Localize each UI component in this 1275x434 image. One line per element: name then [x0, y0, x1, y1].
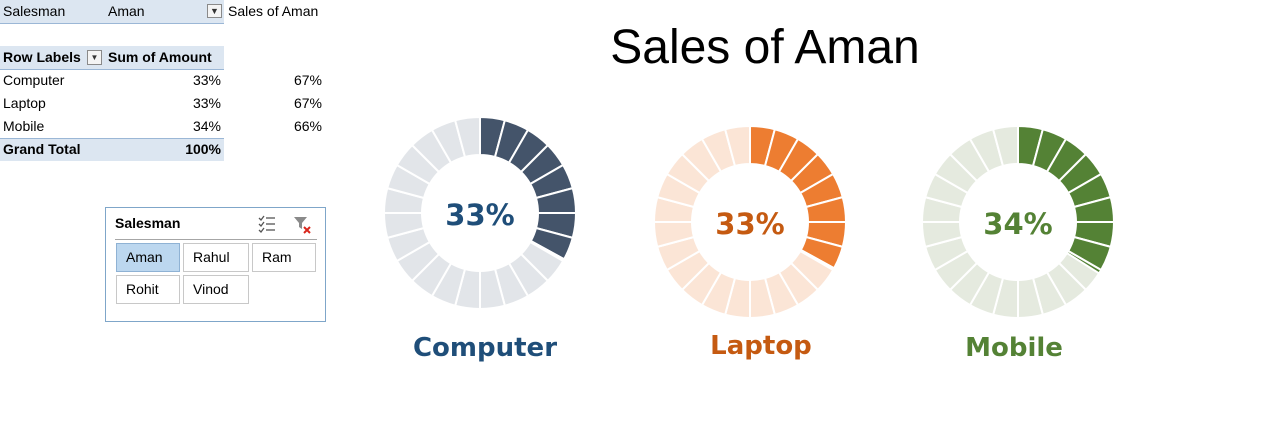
pivot-row-value: 34%: [192, 118, 221, 134]
slicer-item-vinod[interactable]: Vinod: [183, 275, 249, 304]
row-labels-dropdown-button[interactable]: ▼: [87, 50, 102, 65]
pivot-row-remainder: 66%: [293, 118, 322, 134]
multi-select-icon[interactable]: [258, 215, 276, 233]
category-label-computer: Computer: [412, 333, 558, 363]
donut-remainder-segment: [453, 115, 481, 159]
pivot-row-label: Computer: [3, 72, 65, 88]
donut-remainder-segment: [991, 124, 1019, 168]
donut-segments: [920, 124, 1116, 320]
pivot-header-band: [0, 46, 224, 70]
report-filter-dropdown-button[interactable]: ▼: [207, 4, 222, 18]
report-filter-row: Salesman Aman ▼ Sales of Aman: [0, 0, 326, 24]
chart-title: Sales of Aman: [610, 21, 920, 74]
pivot-row-label: Mobile: [3, 118, 45, 134]
pivot-header-sum: Sum of Amount: [108, 49, 212, 65]
donut-segments: [382, 115, 578, 311]
report-filter-band: [0, 0, 224, 24]
donut-chart-laptop: 33%: [652, 124, 848, 320]
donut-chart-computer: 33%: [382, 115, 578, 311]
salesman-slicer: Salesman Aman Rahul Ram Rohit Vinod: [105, 207, 326, 322]
pivot-row-value: 33%: [192, 95, 221, 111]
donut-remainder-segment: [723, 124, 751, 168]
slicer-item-ram[interactable]: Ram: [252, 243, 316, 272]
clear-filter-icon[interactable]: [293, 215, 311, 234]
pivot-header-row-labels: Row Labels: [3, 49, 81, 65]
donut-segments: [652, 124, 848, 320]
chevron-down-icon: ▼: [90, 53, 99, 62]
pivot-row-value: 33%: [192, 72, 221, 88]
slicer-item-rahul[interactable]: Rahul: [183, 243, 249, 272]
category-label-mobile: Mobile: [965, 333, 1063, 363]
grand-total-value: 100%: [185, 141, 221, 157]
pivot-row-remainder: 67%: [293, 72, 322, 88]
donut-percent-label: 33%: [715, 207, 784, 241]
slicer-divider: [115, 239, 317, 240]
category-label-laptop: Laptop: [710, 331, 812, 361]
grand-total-band: [0, 138, 224, 161]
slicer-item-aman[interactable]: Aman: [116, 243, 180, 272]
pivot-row-remainder: 67%: [293, 95, 322, 111]
slicer-item-rohit[interactable]: Rohit: [116, 275, 180, 304]
filter-funnel-icon: ▼: [210, 6, 219, 16]
donut-chart-mobile: 34%: [920, 124, 1116, 320]
donut-percent-label: 33%: [445, 198, 514, 232]
report-filter-value: Aman: [108, 3, 145, 19]
pivot-row-label: Laptop: [3, 95, 46, 111]
report-filter-field-label: Salesman: [3, 3, 66, 19]
grand-total-label: Grand Total: [3, 141, 81, 157]
slicer-title: Salesman: [115, 215, 181, 231]
donut-percent-label: 34%: [983, 207, 1052, 241]
chart-title-cell: Sales of Aman: [228, 3, 319, 19]
